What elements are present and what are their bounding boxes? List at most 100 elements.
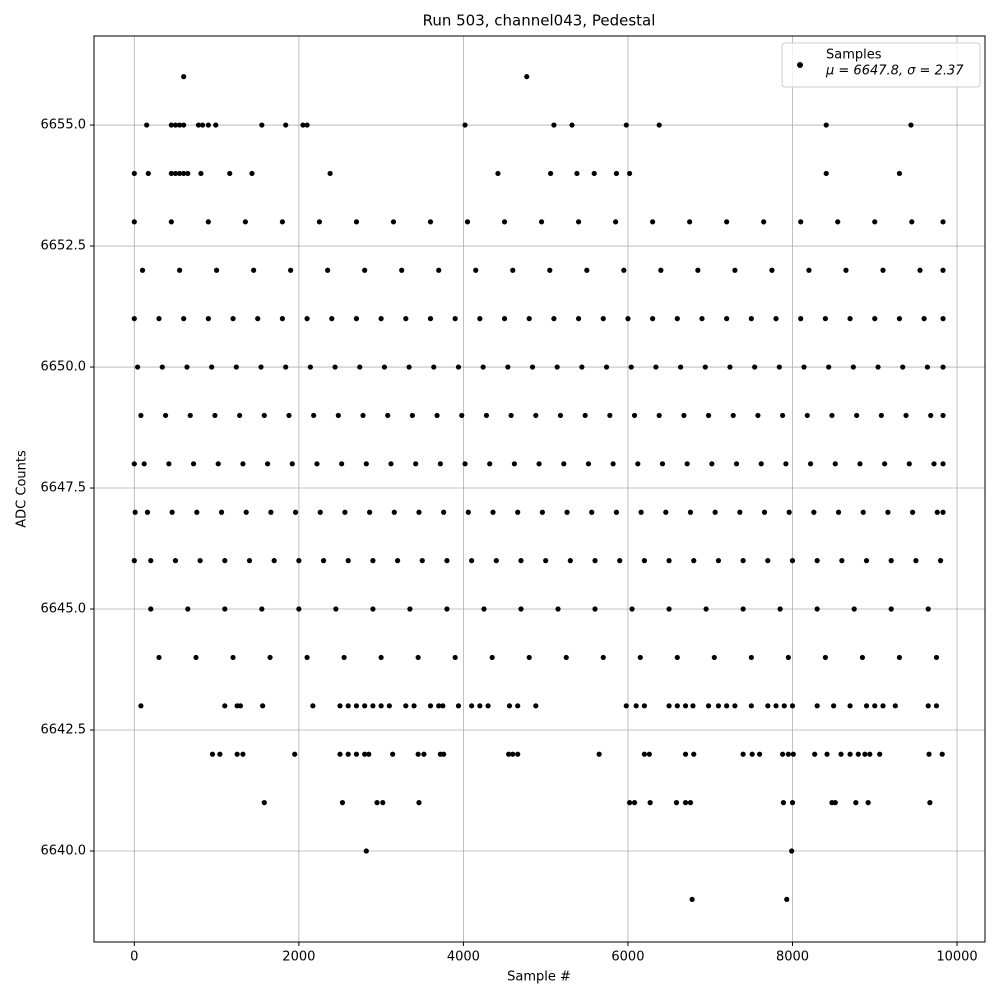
data-point [362, 751, 368, 757]
data-point [181, 122, 187, 128]
data-point [518, 606, 524, 612]
data-point [487, 461, 493, 467]
data-point [385, 412, 391, 419]
data-point [339, 800, 346, 806]
data-point [526, 316, 532, 322]
data-point [138, 703, 144, 709]
data-point [378, 654, 384, 661]
data-point [329, 316, 335, 322]
data-point [659, 461, 666, 467]
data-point [674, 654, 680, 661]
data-point [575, 316, 582, 322]
data-point [940, 219, 946, 225]
data-point [436, 703, 442, 709]
data-point [613, 170, 620, 177]
data-point [310, 703, 316, 709]
data-point [653, 364, 659, 370]
data-point [427, 703, 434, 709]
data-point [740, 751, 746, 757]
data-point [785, 751, 791, 757]
data-point [591, 170, 597, 177]
data-point [505, 364, 511, 370]
data-point [812, 751, 818, 757]
data-point [434, 412, 440, 419]
data-point [246, 558, 253, 564]
data-point [222, 703, 228, 709]
data-point [427, 316, 434, 322]
data-point [684, 461, 690, 467]
data-point [773, 703, 779, 709]
data-point [633, 703, 639, 709]
data-point [184, 364, 190, 370]
data-point [835, 219, 841, 225]
data-point [197, 558, 203, 564]
data-point [900, 364, 906, 370]
data-point [847, 703, 853, 709]
data-point [878, 412, 884, 419]
data-point [749, 751, 755, 757]
data-point [756, 751, 763, 757]
y-tick-label: 6650.0 [41, 360, 87, 375]
data-point [353, 751, 360, 757]
data-point [896, 316, 903, 322]
data-point [441, 751, 447, 757]
data-point [940, 461, 946, 467]
data-point [427, 219, 434, 225]
data-point [687, 219, 693, 225]
data-point [212, 412, 218, 419]
data-point [673, 800, 680, 806]
data-point [909, 219, 915, 225]
data-point [413, 461, 419, 467]
data-point [758, 461, 764, 467]
data-point [543, 558, 549, 564]
data-point [353, 703, 360, 709]
data-point [300, 122, 306, 128]
data-point [181, 316, 187, 322]
data-point [205, 219, 211, 225]
data-point [703, 606, 709, 612]
data-point [832, 461, 838, 467]
data-point [896, 170, 903, 177]
data-point [172, 122, 179, 128]
data-point [342, 509, 348, 515]
data-point [286, 412, 292, 419]
data-point [339, 461, 345, 467]
data-point [237, 412, 243, 419]
data-point [831, 703, 837, 709]
data-point [431, 364, 437, 370]
data-point [857, 461, 863, 467]
data-point [176, 267, 183, 273]
data-point [529, 364, 536, 370]
data-point [390, 751, 396, 757]
data-point [786, 509, 792, 515]
data-point [927, 800, 933, 806]
data-point [215, 461, 221, 467]
data-point [243, 509, 249, 515]
data-point [159, 364, 165, 370]
x-tick-label: 6000 [611, 950, 644, 965]
data-point [311, 412, 317, 419]
legend-label: Samples [826, 48, 882, 63]
data-point [131, 461, 137, 467]
data-point [641, 703, 647, 709]
data-point [863, 703, 870, 709]
data-point [481, 606, 487, 612]
data-point [574, 170, 580, 177]
data-point [843, 267, 849, 273]
data-point [933, 703, 940, 709]
data-point [483, 412, 490, 419]
data-point [251, 267, 257, 273]
data-point [823, 122, 829, 128]
data-point [415, 654, 421, 661]
data-point [240, 751, 246, 757]
data-point [765, 558, 771, 564]
data-point [674, 703, 680, 709]
data-point [501, 219, 508, 225]
grid [94, 36, 985, 942]
data-point [162, 412, 169, 419]
data-point [777, 606, 783, 612]
data-point [687, 509, 694, 515]
data-point [863, 558, 870, 564]
data-point [824, 751, 830, 757]
